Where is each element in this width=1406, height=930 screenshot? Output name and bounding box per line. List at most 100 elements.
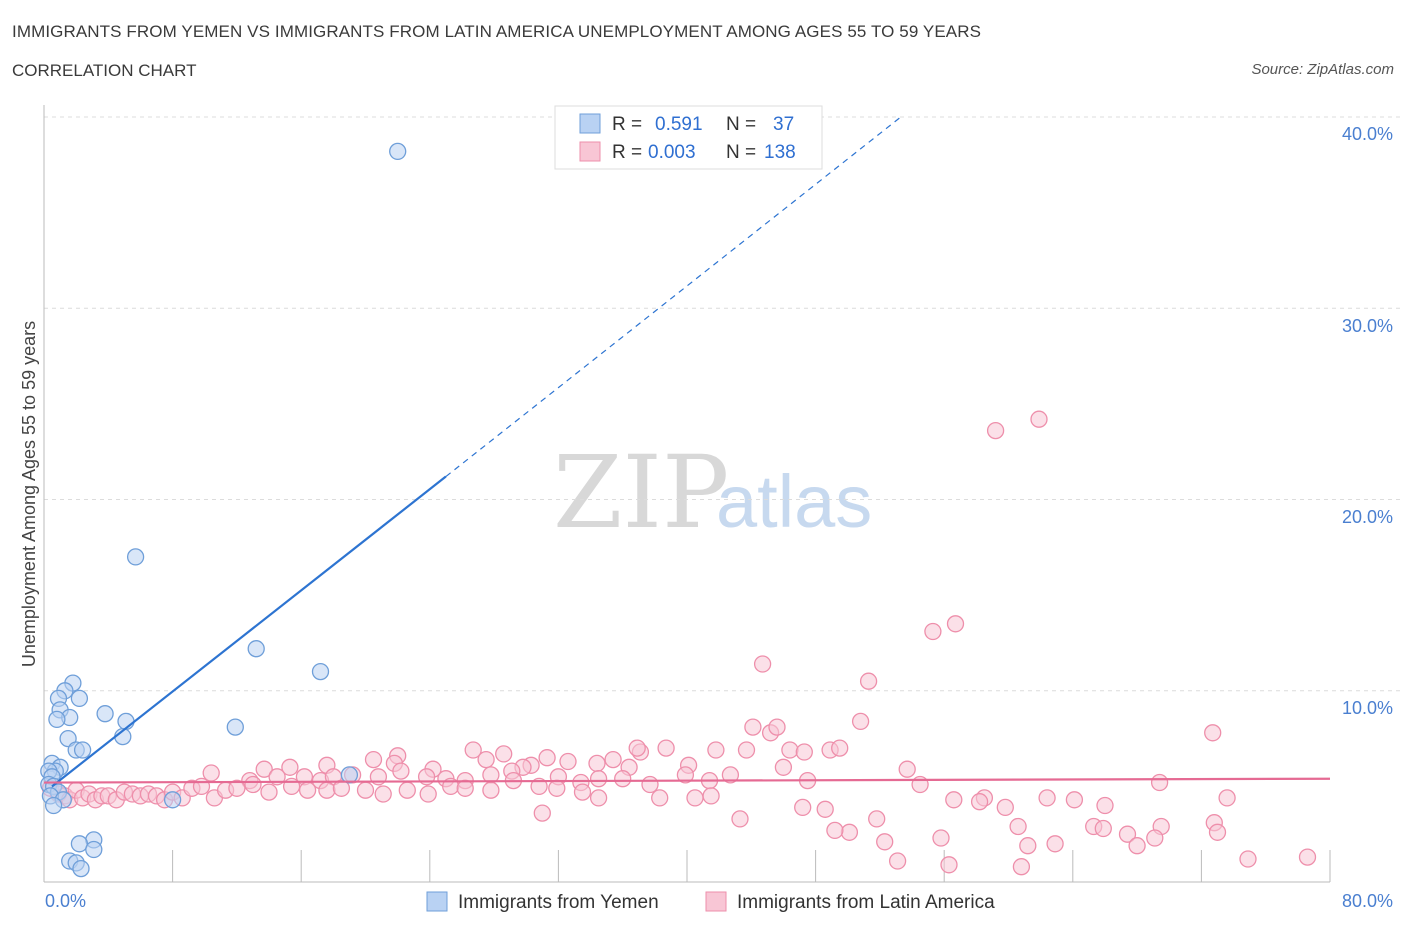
- bottom-legend-label-latam: Immigrants from Latin America: [737, 892, 995, 913]
- latam-point: [781, 741, 799, 759]
- latam-point: [1208, 823, 1227, 841]
- yemen-point: [72, 859, 90, 878]
- bottom-legend-swatch-yemen: [426, 891, 448, 912]
- latam-point: [753, 655, 772, 673]
- series-legend: Immigrants from Yemen Immigrants from La…: [426, 891, 995, 913]
- latam-point: [831, 739, 849, 757]
- latam-point: [702, 787, 720, 805]
- latam-point: [721, 766, 740, 784]
- latam-point: [1118, 825, 1137, 843]
- latam-point: [657, 739, 675, 757]
- legend-swatch-latam: [579, 141, 601, 162]
- latam-point: [548, 779, 566, 797]
- latam-point: [588, 754, 606, 773]
- yemen-point: [44, 796, 63, 815]
- latam-point: [228, 779, 246, 797]
- legend-r-value-latam: 0.003: [648, 142, 696, 163]
- y-tick-label-20: 20.0%: [1342, 507, 1393, 527]
- latam-point: [559, 752, 577, 771]
- latam-point: [260, 783, 278, 801]
- latam-point: [298, 781, 317, 799]
- latam-point: [1094, 819, 1112, 838]
- latam-point: [1009, 817, 1027, 836]
- latam-point: [1218, 789, 1236, 807]
- chart-title: IMMIGRANTS FROM YEMEN VS IMMIGRANTS FROM…: [12, 22, 982, 41]
- latam-point: [1096, 796, 1114, 815]
- latam-point: [868, 810, 886, 828]
- x-tick-label-max: 80.0%: [1342, 891, 1393, 911]
- legend-n-value-yemen: 37: [773, 114, 794, 135]
- latam-point: [628, 739, 646, 757]
- latam-point: [794, 798, 812, 817]
- latam-point: [364, 750, 383, 769]
- yemen-point: [389, 142, 407, 161]
- y-tick-label-40: 40.0%: [1342, 124, 1393, 144]
- yemen-point: [163, 791, 182, 809]
- latam-point: [464, 741, 482, 759]
- latam-point: [641, 775, 659, 794]
- x-axis-ticks: [43, 850, 1331, 882]
- bottom-legend-swatch-latam: [705, 891, 727, 912]
- yemen-point: [340, 766, 359, 784]
- legend-n-label-latam: N =: [726, 142, 756, 163]
- latam-point: [876, 833, 894, 851]
- yemen-point: [85, 840, 103, 859]
- latam-point: [996, 798, 1014, 817]
- gridlines: [44, 116, 1400, 692]
- latam-point: [1128, 837, 1146, 855]
- latam-point: [255, 760, 273, 778]
- latam-point: [332, 779, 351, 797]
- yemen-point: [126, 548, 145, 566]
- latam-point: [774, 758, 793, 776]
- latam-point: [945, 791, 963, 809]
- latam-point: [419, 785, 437, 803]
- legend-swatch-yemen: [579, 113, 601, 134]
- y-axis-label: Unemployment Among Ages 55 to 59 years: [19, 321, 39, 667]
- latam-point: [1065, 791, 1084, 809]
- yemen-point: [73, 741, 92, 759]
- latam-point: [768, 718, 786, 736]
- yemen-trend-line: [51, 475, 447, 788]
- latam-point: [398, 781, 416, 799]
- latam-point: [851, 712, 870, 731]
- latam-point: [530, 777, 548, 796]
- latam-point: [840, 823, 859, 841]
- latam-point: [986, 421, 1005, 440]
- watermark-zip: ZIP: [553, 434, 729, 551]
- latam-point: [737, 741, 756, 759]
- latam-point: [482, 781, 500, 799]
- y-tick-label-30: 30.0%: [1342, 316, 1393, 336]
- latam-point: [1019, 837, 1037, 855]
- latam-point: [614, 770, 632, 788]
- latam-point: [940, 856, 958, 874]
- latam-point: [744, 718, 762, 736]
- latam-point: [281, 758, 299, 776]
- watermark-atlas: atlas: [716, 460, 872, 543]
- latam-point: [538, 749, 556, 767]
- legend-n-value-latam: 138: [764, 142, 796, 163]
- latam-point: [589, 770, 608, 788]
- latam-point: [970, 793, 989, 811]
- trend-lines: [43, 116, 1331, 788]
- latam-point: [202, 764, 220, 782]
- legend-n-label-yemen: N =: [726, 114, 756, 135]
- yemen-series-points: [40, 142, 407, 878]
- latam-point: [676, 766, 695, 784]
- latam-point: [477, 750, 495, 769]
- latam-point: [374, 785, 392, 803]
- legend-r-label-latam: R =: [612, 142, 642, 163]
- latam-point: [686, 789, 704, 807]
- yemen-point: [311, 662, 330, 681]
- bottom-legend-label-yemen: Immigrants from Yemen: [458, 892, 659, 913]
- latam-point: [356, 781, 375, 799]
- latam-point: [589, 789, 608, 807]
- latam-series-points: [41, 410, 1317, 876]
- latam-trend-line: [43, 777, 1331, 784]
- latam-point: [795, 743, 813, 761]
- y-tick-label-10: 10.0%: [1342, 698, 1393, 718]
- yemen-point: [48, 710, 66, 729]
- latam-point: [1046, 835, 1064, 853]
- latam-point: [1038, 789, 1056, 807]
- latam-point: [888, 852, 907, 870]
